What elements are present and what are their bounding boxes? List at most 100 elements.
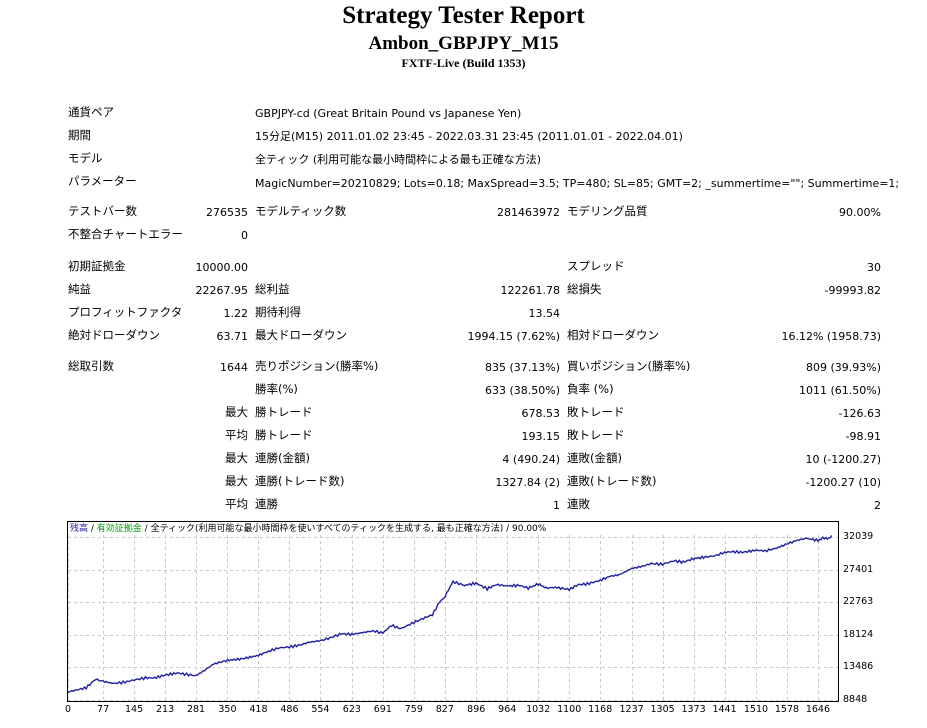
avg-loss-label: 敗トレード (567, 428, 625, 442)
max-consec-prefix: 最大 (225, 451, 248, 465)
ticks-label: モデルティック数 (255, 204, 347, 218)
x-tick-label: 418 (249, 704, 268, 715)
x-tick-label: 0 (64, 704, 72, 715)
max-consec-profit-label: 連勝(トレード数) (255, 474, 345, 488)
avg-win-value: 193.15 (521, 430, 561, 443)
expected-label: 期待利得 (255, 305, 301, 319)
rel-dd-value: 16.12% (1958.73) (781, 330, 881, 343)
loss-label: 負率 (%) (567, 382, 614, 396)
x-tick-label: 1510 (743, 704, 769, 715)
expected-value: 13.54 (528, 307, 561, 320)
chart-model-label: 全ティック(利用可能な最小時間枠を使いすべてのティックを生成する, 最も正確な方… (150, 524, 504, 534)
chart-equity-label: 有効証拠金 (96, 524, 142, 534)
x-tick-label: 623 (342, 704, 361, 715)
x-tick-label: 1305 (650, 704, 675, 715)
chart-balance-label: 残高 (70, 524, 89, 534)
y-tick-label: 32039 (843, 531, 874, 543)
y-tick-label: 13486 (843, 661, 874, 673)
params-label: パラメーター (68, 174, 137, 188)
deposit-label: 初期証拠金 (68, 259, 126, 273)
y-tick-label: 8848 (843, 694, 868, 705)
pf-label: プロフィットファクタ (68, 305, 183, 319)
chart-sep-1: / (88, 524, 97, 534)
bars-value: 276535 (206, 206, 248, 219)
win-value: 633 (38.50%) (484, 384, 560, 397)
x-tick-label: 827 (435, 704, 454, 715)
bars-label: テストバー数 (68, 204, 137, 218)
model-value: 全ティック (利用可能な最小時間枠による最も正確な方法) (255, 153, 542, 166)
x-tick-label: 554 (311, 704, 330, 715)
gross-profit-label: 総利益 (255, 282, 290, 296)
avg-loss-value: -98.91 (845, 430, 881, 443)
max-consec-loss-label: 連敗(金額) (567, 451, 622, 465)
x-tick-label: 486 (280, 704, 299, 715)
long-value: 809 (39.93%) (805, 361, 881, 374)
period-label: 期間 (68, 128, 91, 142)
trades-label: 総取引数 (68, 359, 114, 373)
y-tick-label: 22763 (843, 596, 874, 608)
x-tick-label: 1441 (712, 704, 737, 715)
largest-win-value: 678.53 (521, 407, 561, 420)
avg-consec-win-label: 連勝 (255, 497, 278, 511)
chart-quality-label: 90.00% (512, 524, 547, 534)
mismatch-value: 0 (241, 229, 248, 242)
largest-prefix: 最大 (225, 405, 248, 419)
chart-sep-3: / (503, 524, 513, 534)
ticks-value: 281463972 (497, 206, 560, 219)
net-value: 22267.95 (195, 284, 249, 297)
max-dd-label: 最大ドローダウン (255, 328, 347, 342)
x-tick-label: 1168 (588, 704, 613, 715)
symbol-label: 通貨ペア (68, 105, 114, 119)
chart-sep-2: / (141, 524, 151, 534)
gross-loss-value: -99993.82 (824, 284, 881, 297)
chart-header: 残高 / 有効証拠金 / 全ティック(利用可能な最小時間枠を使いすべてのティック… (70, 523, 546, 535)
max-consec2-prefix: 最大 (225, 474, 248, 488)
abs-dd-label: 絶対ドローダウン (68, 328, 160, 342)
x-tick-label: 213 (155, 704, 175, 715)
largest-loss-value: -126.63 (838, 407, 881, 420)
chart-frame (67, 521, 839, 702)
largest-loss-label: 敗トレード (567, 405, 625, 419)
balance-chart-svg (67, 521, 839, 702)
y-tick-label: 27401 (843, 563, 874, 575)
short-value: 835 (37.13%) (484, 361, 560, 374)
max-consec-lossamt-value: -1200.27 (10) (805, 476, 881, 489)
y-tick-label: 18124 (843, 628, 874, 640)
max-consec-win-value: 4 (490.24) (502, 453, 560, 466)
largest-win-label: 勝トレード (255, 405, 313, 419)
loss-value: 1011 (61.50%) (798, 384, 881, 397)
report-build: FXTF-Live (Build 1353) (401, 56, 526, 70)
short-label: 売りポジション(勝率%) (255, 359, 379, 373)
max-consec-win-label: 連勝(金額) (255, 451, 310, 465)
x-tick-label: 759 (404, 704, 423, 715)
net-label: 純益 (68, 282, 91, 296)
x-tick-label: 691 (373, 704, 392, 715)
x-tick-label: 1032 (526, 704, 551, 715)
avg-consec-loss-label: 連敗 (567, 497, 590, 511)
avg-consec-prefix: 平均 (225, 497, 248, 511)
x-tick-label: 896 (467, 704, 486, 715)
avg-consec-loss-value: 2 (874, 499, 881, 512)
abs-dd-value: 63.71 (216, 330, 249, 343)
gross-profit-value: 122261.78 (500, 284, 561, 297)
max-consec-loss-value: 10 (-1200.27) (805, 453, 881, 466)
balance-line (67, 535, 833, 693)
trades-value: 1644 (220, 361, 248, 374)
spread-label: スプレッド (567, 259, 625, 273)
mismatch-label: 不整合チャートエラー (68, 227, 183, 241)
avg-consec-win-value: 1 (553, 499, 560, 512)
period-value: 15分足(M15) 2011.01.02 23:45 - 2022.03.31 … (255, 130, 683, 143)
max-consec-profit-value: 1327.84 (2) (495, 476, 560, 489)
deposit-value: 10000.00 (195, 261, 249, 274)
x-tick-label: 1646 (805, 704, 831, 715)
gross-loss-label: 総損失 (567, 282, 602, 296)
average-prefix: 平均 (225, 428, 248, 442)
x-tick-label: 145 (124, 704, 144, 715)
report-subtitle: Ambon_GBPJPY_M15 (368, 33, 559, 54)
symbol-value: GBPJPY-cd (Great Britain Pound vs Japane… (255, 107, 522, 120)
x-tick-label: 281 (186, 704, 206, 715)
x-tick-label: 1373 (681, 704, 706, 715)
x-tick-label: 77 (97, 704, 110, 715)
x-tick-label: 350 (218, 704, 237, 715)
rel-dd-label: 相対ドローダウン (567, 328, 659, 342)
